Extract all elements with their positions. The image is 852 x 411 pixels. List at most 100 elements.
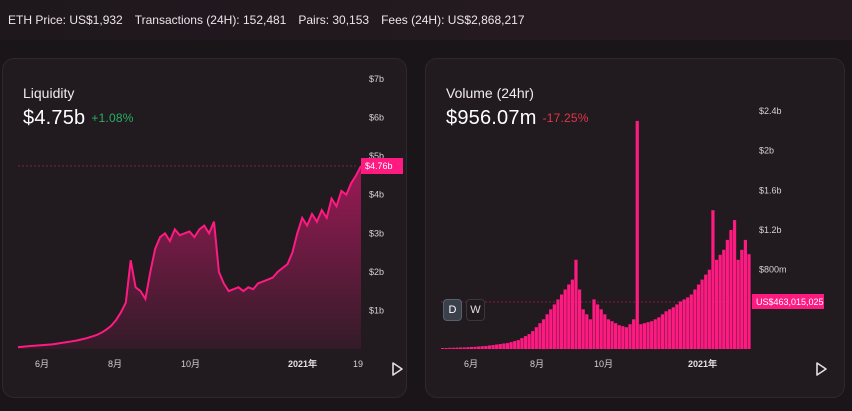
volume-bar — [596, 304, 600, 349]
day-button[interactable]: D — [443, 299, 462, 321]
volume-bar — [570, 279, 574, 349]
volume-bar — [606, 319, 611, 350]
liquidity-y-tick: $3b — [369, 228, 384, 238]
volume-bar — [628, 324, 632, 349]
volume-x-tick: 10月 — [594, 359, 613, 369]
volume-play-icon[interactable] — [815, 361, 829, 377]
volume-bar — [700, 279, 704, 349]
stats-topbar: ETH Price: US$1,932 Transactions (24H): … — [0, 0, 852, 40]
liquidity-y-tick: $4b — [369, 190, 384, 200]
pairs-stat: Pairs: 30,153 — [298, 13, 370, 27]
fees-stat: Fees (24H): US$2,868,217 — [381, 13, 525, 27]
volume-bar — [650, 321, 654, 349]
volume-bar — [610, 321, 614, 349]
liquidity-y-tick: $1b — [369, 305, 384, 315]
volume-bar — [509, 342, 513, 349]
volume-bar — [740, 249, 744, 349]
volume-bar — [563, 289, 567, 349]
volume-bar — [480, 346, 484, 349]
volume-bar — [513, 341, 517, 349]
volume-value: $956.07m — [446, 107, 537, 129]
volume-bar — [462, 347, 466, 349]
volume-bar — [711, 210, 715, 349]
volume-bar — [632, 319, 636, 350]
volume-y-tick: $1.6b — [759, 185, 782, 195]
volume-bar — [657, 317, 661, 349]
liquidity-y-tick: $2b — [369, 267, 384, 277]
volume-y-tick: $800m — [759, 265, 787, 275]
volume-bar — [639, 324, 643, 349]
volume-bar — [581, 309, 585, 349]
volume-bar — [574, 259, 578, 350]
volume-price-tag-text: US$463,015,025 — [756, 297, 824, 307]
volume-bar — [545, 314, 549, 349]
volume-bar — [725, 239, 729, 349]
volume-bar — [693, 289, 697, 349]
volume-bar — [527, 334, 531, 349]
volume-bar — [585, 314, 589, 349]
liquidity-x-tick: 19 — [353, 359, 363, 369]
volume-bar — [736, 259, 740, 350]
volume-bar — [718, 254, 722, 349]
liquidity-change: +1.08% — [91, 111, 134, 125]
volume-bar — [451, 347, 456, 349]
volume-bar — [689, 294, 693, 349]
volume-bar — [660, 314, 665, 349]
volume-bar — [502, 343, 506, 349]
volume-bar — [556, 299, 560, 349]
volume-bar — [614, 323, 618, 349]
volume-bar — [686, 297, 690, 349]
volume-chart[interactable]: $2.4b $2b $1.6b $1.2b $800m 6月 8月 10月 2021年 US$… — [426, 59, 845, 398]
volume-bar — [448, 347, 452, 349]
volume-bar — [441, 348, 445, 349]
volume-bar — [599, 309, 603, 349]
volume-bar — [675, 304, 679, 349]
liquidity-x-tick: 6月 — [35, 359, 49, 369]
liquidity-price-tag: $4.76b — [361, 158, 403, 174]
volume-bar — [455, 347, 459, 349]
volume-bar — [541, 319, 546, 350]
volume-bar — [484, 346, 488, 349]
volume-bar — [487, 345, 492, 349]
liquidity-play-icon[interactable] — [391, 361, 405, 377]
eth-price-stat: ETH Price: US$1,932 — [8, 13, 123, 27]
volume-bar — [534, 327, 538, 349]
volume-bar — [624, 327, 629, 349]
volume-bar — [473, 346, 477, 349]
volume-bar — [549, 309, 553, 349]
volume-bar — [678, 301, 683, 349]
liquidity-value: $4.75b — [23, 107, 86, 129]
volume-bar — [495, 344, 499, 349]
liquidity-x-tick: 10月 — [181, 359, 200, 369]
week-button[interactable]: W — [466, 299, 485, 321]
volume-bar — [653, 319, 657, 350]
volume-bar — [621, 326, 625, 349]
liquidity-chart[interactable]: $7b $6b $5b $4b $3b $2b $1b 6月 8月 10月 2021年 19 $4.… — [3, 59, 407, 398]
volume-bar — [635, 120, 639, 350]
volume-bar — [671, 307, 675, 349]
volume-bar — [466, 347, 470, 349]
volume-value-row: $956.07m -17.25% — [446, 107, 589, 130]
volume-bar — [559, 294, 564, 349]
volume-bar — [747, 254, 751, 349]
liquidity-y-tick: $7b — [369, 74, 384, 84]
liquidity-area — [18, 165, 361, 349]
volume-bar — [682, 299, 686, 349]
volume-bar — [732, 220, 737, 349]
liquidity-line — [17, 165, 362, 349]
liquidity-card: $7b $6b $5b $4b $3b $2b $1b 6月 8月 10月 2021年 19 $4.… — [2, 58, 407, 398]
liquidity-x-tick: 2021年 — [288, 358, 317, 369]
volume-change: -17.25% — [542, 111, 589, 125]
volume-bar — [664, 311, 668, 349]
volume-bar — [523, 336, 528, 349]
volume-bar — [531, 331, 535, 349]
volume-bar — [552, 304, 556, 349]
volume-title: Volume (24hr) — [446, 85, 534, 101]
volume-bar — [498, 344, 502, 349]
volume-card: $2.4b $2b $1.6b $1.2b $800m 6月 8月 10月 2021年 US$… — [425, 58, 845, 398]
volume-bar — [491, 345, 495, 349]
volume-bar — [603, 314, 607, 349]
volume-bar — [516, 340, 520, 349]
volume-bar — [505, 343, 510, 349]
volume-bar — [469, 347, 474, 349]
